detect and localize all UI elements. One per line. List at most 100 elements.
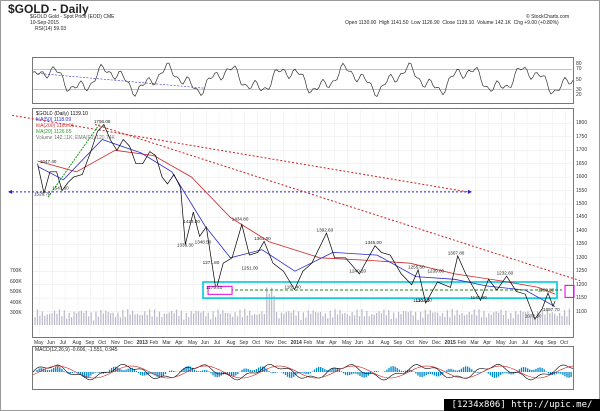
price-annotation: 1169.80 [538, 288, 555, 293]
x-tick-label: Mar [316, 340, 325, 346]
x-tick-label: Nov [265, 340, 274, 346]
price-annotation: 1072.30 [525, 314, 542, 319]
x-tick-label: Oct [252, 340, 260, 346]
x-tick-label: Mar [470, 340, 479, 346]
open-value: Open 1130.00 [345, 20, 377, 26]
x-tick-label: Jun [508, 340, 517, 346]
close-value: Close 1139.10 [442, 20, 475, 26]
legend-entry: MA(50) 1118.09 [36, 117, 72, 123]
rsi-tick-label: 70 [576, 66, 582, 73]
x-tick-label: May [496, 340, 506, 346]
price-annotation: 1423.30 [183, 219, 200, 224]
x-tick-label: Feb [303, 340, 313, 346]
price-tick-label: 1700 [576, 147, 588, 154]
x-tick-label: 2015 [444, 340, 456, 346]
x-tick-label: Sep [547, 340, 557, 346]
rsi-legend: RSI(14) 59.03 [35, 26, 67, 32]
price-tick-label: 1250 [576, 268, 588, 275]
macd-line [32, 363, 574, 381]
resistance-line-main [94, 123, 581, 282]
price-annotation: 1336.30 [177, 243, 194, 248]
price-annotation: 1141.60 [470, 295, 487, 300]
x-tick-label: Sep [393, 340, 403, 346]
price-tick-label: 1200 [576, 281, 588, 288]
price-tick-label: 1750 [576, 133, 588, 140]
price-annotation: 1647.40 [40, 159, 57, 164]
price-annotation: 1181.40 [284, 284, 301, 289]
chart-date: 10-Sep-2015 [30, 20, 59, 26]
price-tick-label: 1100 [576, 308, 587, 315]
x-tick-label: Jun [200, 340, 209, 346]
macd-legend: MACD(12,26,9) -0.606, -1.551, 0.945 [35, 347, 118, 353]
price-tick-label: 1800 [576, 120, 588, 127]
x-tick-label: Apr [483, 340, 491, 346]
price-annotation: 1179.40 [206, 285, 223, 290]
x-tick-label: Aug [534, 340, 544, 346]
legend-entry: MA(200) 1163.06 [36, 123, 75, 129]
price-tick-label: 1550 [576, 187, 588, 194]
resistance-line-upper [11, 114, 469, 193]
price-tick-label: 1600 [576, 174, 588, 181]
price-annotation: 1307.80 [448, 250, 465, 255]
rsi-tick-label: 20 [576, 91, 582, 98]
stockcharts-attribution: © StockCharts.com [526, 14, 570, 20]
price-tick-label: 1650 [576, 160, 588, 167]
rsi-pane [32, 57, 574, 104]
price-annotation: 1348.50 [195, 239, 212, 244]
price-tick-label: 1350 [576, 241, 588, 248]
x-tick-label: Dec [123, 340, 133, 346]
ohlc-summary: Open 1130.00 High 1141.50 Low 1126.90 Cl… [345, 20, 559, 26]
x-tick-label: Jun [354, 340, 363, 346]
rsi-tick-label: 30 [576, 86, 582, 93]
rsi-tick-label: 80 [576, 61, 582, 68]
magenta-callout-left [207, 285, 233, 295]
x-tick-label: Feb [149, 340, 159, 346]
price-annotation: 1130.40 [413, 298, 430, 303]
volume-value: Volume 142.1K [476, 20, 511, 26]
x-tick-label: May [188, 340, 198, 346]
price-tick-label: 1300 [576, 254, 588, 261]
price-annotation: 1361.00 [254, 236, 271, 241]
rsi-tick-label: 50 [576, 76, 582, 83]
price-annotation: 1232.60 [497, 271, 514, 276]
x-tick-label: Jul [521, 340, 529, 346]
price-annotation: 1132.30 [416, 297, 433, 302]
ma200-line [37, 149, 556, 295]
low-value: Low 1126.90 [411, 20, 440, 26]
x-tick-label: Aug [380, 340, 390, 346]
x-tick-label: May [34, 340, 44, 346]
chart-title: $GOLD - Daily [8, 2, 89, 16]
high-value: High 1141.50 [379, 20, 409, 26]
rsi-line [32, 62, 574, 98]
macd-pane [32, 346, 574, 390]
price-line [37, 123, 556, 320]
uptrend-line [47, 123, 101, 198]
price-tick-label: 1150 [576, 295, 587, 302]
price-annotation: 1239.00 [427, 269, 444, 274]
price-annotation: 1526.70 [34, 191, 51, 196]
x-tick-label: Dec [277, 340, 287, 346]
price-tick-label: 1450 [576, 214, 588, 221]
x-tick-label: Aug [72, 340, 82, 346]
x-tick-label: Nov [419, 340, 428, 346]
macd-signal-line [32, 365, 574, 379]
symbol-description: $GOLD Gold - Spot Price (EOD) CME [30, 14, 115, 20]
volume-tick-label: 500K [10, 289, 22, 295]
price-legend: $GOLD (Daily) 1139.10 MA(50) 1118.09 MA(20… [36, 111, 115, 141]
x-tick-label: May [342, 340, 352, 346]
x-tick-label: Nov [111, 340, 120, 346]
price-annotation: 1392.60 [317, 228, 334, 233]
magenta-callout-right [564, 284, 575, 298]
price-tick-label: 1500 [576, 201, 588, 208]
x-tick-label: 2014 [290, 340, 302, 346]
price-annotation: 1240.20 [349, 268, 366, 273]
x-tick-label: Mar [162, 340, 171, 346]
x-tick-label: Dec [431, 340, 441, 346]
volume-tick-label: 700K [10, 268, 22, 274]
price-annotation: 1345.00 [365, 240, 382, 245]
price-annotation: 1796.08 [94, 119, 111, 124]
x-tick-label: Oct [406, 340, 414, 346]
price-annotation: 1271.80 [203, 260, 220, 265]
change-value: Chg +9.00 (+0.80%) [513, 20, 559, 26]
price-annotation: 1434.80 [232, 216, 249, 221]
